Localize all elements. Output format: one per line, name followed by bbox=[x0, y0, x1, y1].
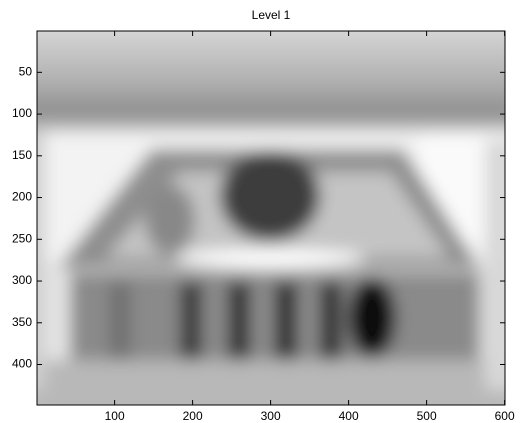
x-tick-label: 200 bbox=[183, 409, 203, 423]
x-tick-label: 400 bbox=[339, 409, 359, 423]
y-tick-label: 350 bbox=[12, 315, 32, 329]
x-tick-label: 600 bbox=[495, 409, 515, 423]
y-tick-label: 250 bbox=[12, 231, 32, 245]
x-tick-label: 300 bbox=[261, 409, 281, 423]
y-tick-label: 50 bbox=[19, 64, 33, 78]
y-tick-label: 400 bbox=[12, 357, 32, 371]
x-tick-label: 500 bbox=[417, 409, 437, 423]
x-tick-label: 100 bbox=[105, 409, 125, 423]
y-tick-label: 300 bbox=[12, 273, 32, 287]
y-tick-label: 100 bbox=[12, 106, 32, 120]
y-tick-label: 200 bbox=[12, 190, 32, 204]
image bbox=[37, 31, 505, 405]
y-tick-label: 150 bbox=[12, 148, 32, 162]
chart-title: Level 1 bbox=[252, 8, 291, 22]
